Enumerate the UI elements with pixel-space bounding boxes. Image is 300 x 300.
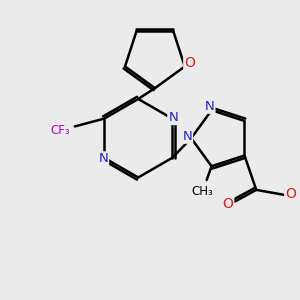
Text: O: O	[222, 196, 233, 211]
Text: CF₃: CF₃	[50, 124, 70, 137]
Text: N: N	[182, 130, 192, 143]
Text: N: N	[205, 100, 214, 113]
Text: N: N	[98, 152, 108, 165]
Text: N: N	[168, 111, 178, 124]
Text: CH₃: CH₃	[191, 185, 213, 198]
Text: O: O	[285, 187, 296, 201]
Text: O: O	[184, 56, 195, 70]
